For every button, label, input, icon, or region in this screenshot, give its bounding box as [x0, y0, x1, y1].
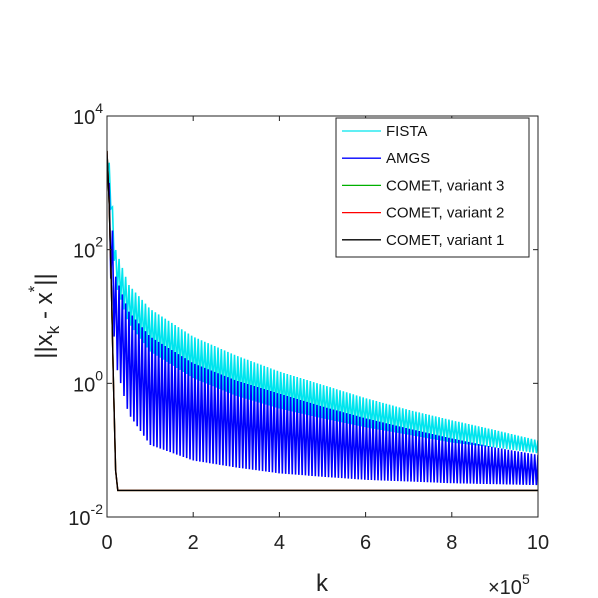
y-tick-label: 104 [73, 100, 103, 129]
legend-label: FISTA [386, 123, 427, 140]
legend-label: COMET, variant 3 [386, 177, 504, 194]
legend: FISTA AMGS COMET, variant 3 COMET, variant … [335, 117, 530, 258]
series-layer [107, 150, 538, 492]
y-axis-label-mid: - x [31, 292, 58, 325]
y-axis-label: ||xk - x*|| [25, 273, 63, 358]
ticks-layer: 0 2 4 6 8 10 104 102 100 10-2 [68, 100, 549, 554]
y-axis-label-sub: k [44, 325, 63, 334]
x-tick-label: 6 [360, 532, 371, 554]
x-tick-label: 2 [188, 532, 199, 554]
y-tick-label: 102 [73, 234, 103, 263]
y-tick-label: 100 [73, 367, 103, 396]
axes-box [106, 115, 539, 518]
x-tick-label: 10 [527, 532, 549, 554]
y-axis-label-sup: * [25, 285, 44, 292]
series-amgs [108, 182, 538, 486]
series-comet-variant-1 [107, 150, 538, 492]
y-axis-label-base: ||x [31, 334, 58, 358]
x-axis-multiplier: ×105 [488, 571, 530, 598]
y-axis-label-end: || [31, 273, 58, 285]
x-tick-label: 0 [101, 532, 112, 554]
y-tick-label: 10-2 [68, 501, 103, 530]
legend-label: AMGS [386, 150, 430, 167]
x-axis-multiplier-base: ×10 [488, 577, 522, 598]
x-tick-label: 8 [446, 532, 457, 554]
legend-label: COMET, variant 2 [386, 205, 504, 222]
legend-box [335, 117, 530, 258]
legend-label: COMET, variant 1 [386, 232, 504, 249]
x-axis-label: k [316, 570, 329, 597]
x-tick-label: 4 [274, 532, 285, 554]
series-fista [108, 162, 538, 454]
x-axis-multiplier-exp: 5 [522, 571, 530, 587]
